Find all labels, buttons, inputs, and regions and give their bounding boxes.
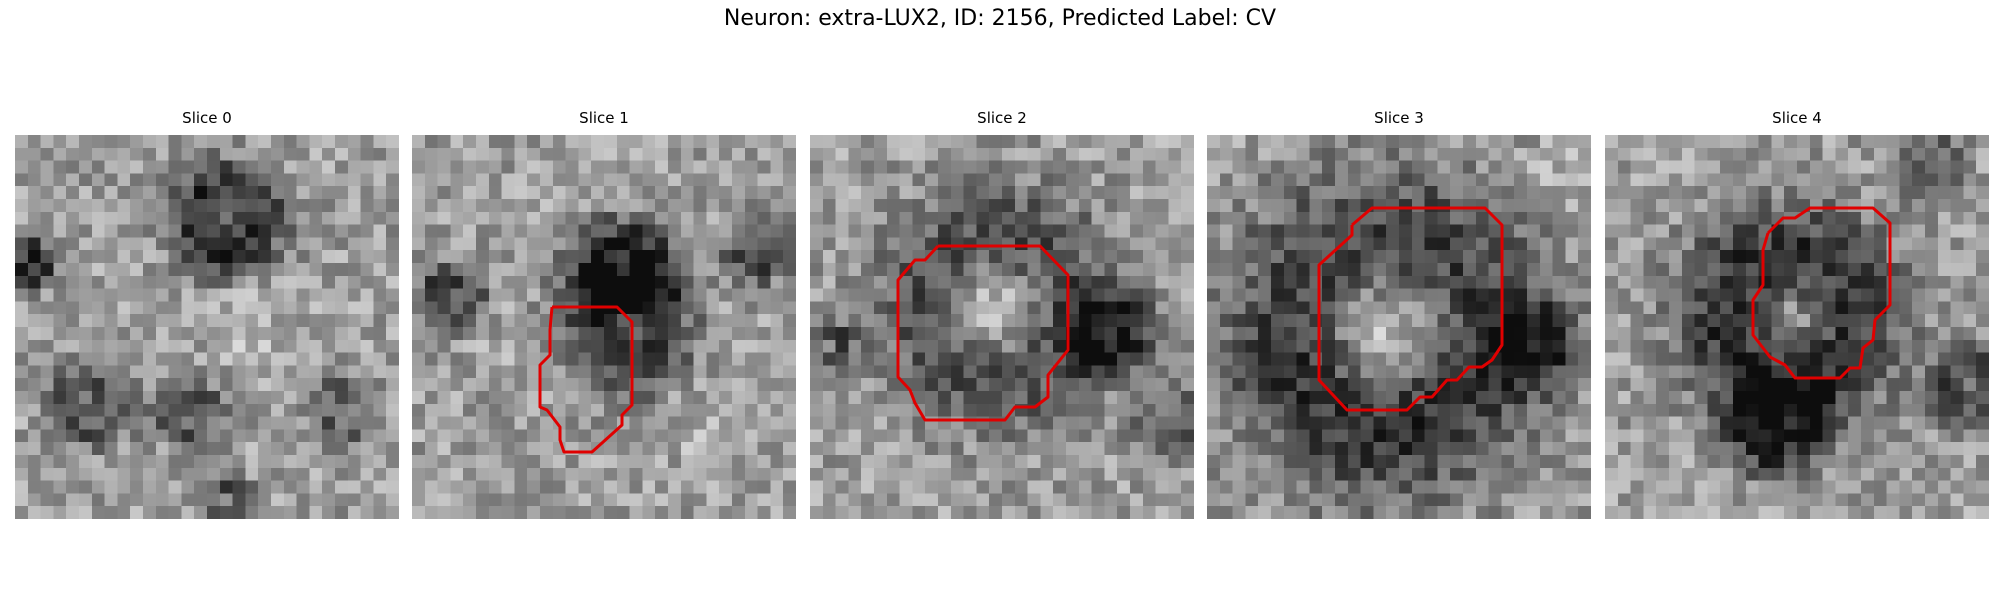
slice-image <box>1605 135 1989 519</box>
slice-image <box>15 135 399 519</box>
segmentation-contour <box>1317 206 1504 412</box>
segmentation-contour <box>538 305 634 454</box>
microscopy-image <box>1605 135 1989 519</box>
slice-title: Slice 0 <box>182 109 232 127</box>
slice-title: Slice 4 <box>1772 109 1822 127</box>
slice-image <box>810 135 1194 519</box>
microscopy-image <box>15 135 399 519</box>
segmentation-contour <box>896 244 1070 422</box>
segmentation-overlay <box>896 244 1070 422</box>
segmentation-overlay <box>1317 206 1504 412</box>
slice-title: Slice 2 <box>977 109 1027 127</box>
microscopy-image <box>412 135 796 519</box>
slice-image <box>1207 135 1591 519</box>
microscopy-image <box>810 135 1194 519</box>
segmentation-overlay <box>15 135 399 519</box>
microscopy-image <box>1207 135 1591 519</box>
slice-title: Slice 1 <box>579 109 629 127</box>
segmentation-overlay <box>538 305 634 454</box>
figure-title: Neuron: extra-LUX2, ID: 2156, Predicted … <box>723 6 1277 31</box>
segmentation-overlay <box>1751 206 1892 380</box>
slice-image <box>412 135 796 519</box>
slice-title: Slice 3 <box>1374 109 1424 127</box>
segmentation-contour <box>1751 206 1892 380</box>
